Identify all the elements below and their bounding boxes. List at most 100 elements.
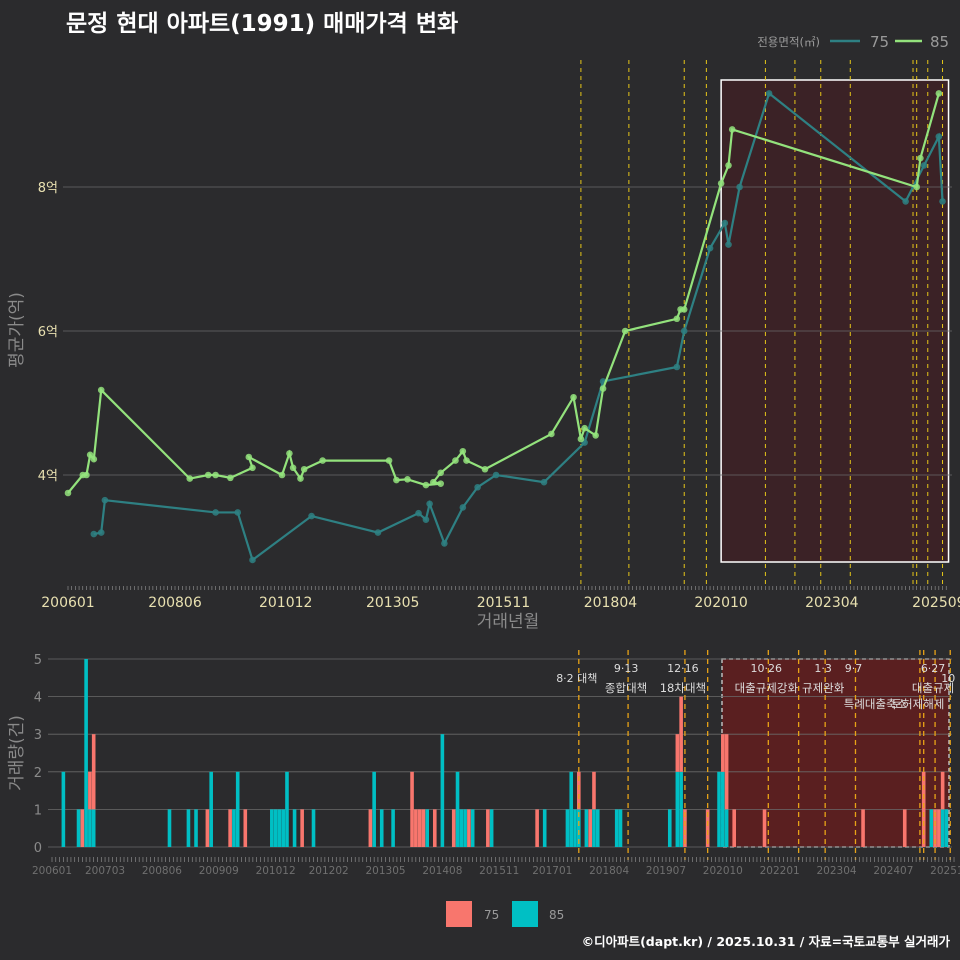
legend-label-75: 75 [870,33,889,51]
bar-75 [937,809,941,847]
data-point-85 [673,315,681,323]
bar-85 [944,809,949,847]
data-point-85 [97,386,105,394]
bar-75 [705,809,710,847]
legend-label-85: 85 [549,908,564,922]
data-point-75 [459,504,467,511]
policy-name: 규제완화 [802,681,845,695]
x-tick-label: 201012 [256,865,296,877]
bar-85 [88,809,92,847]
data-point-75 [920,162,928,169]
bar-75 [577,771,581,810]
data-point-75 [441,540,448,547]
data-point-85 [728,126,736,133]
data-point-85 [404,476,411,483]
x-tick-label: 200909 [199,865,239,877]
data-point-75 [474,483,481,491]
bar-85 [614,809,619,847]
bar-85 [84,659,88,847]
x-tick-label: 202304 [805,595,859,611]
y-tick-label: 2 [34,766,42,781]
legend-label-85: 85 [930,33,949,51]
data-point-85 [286,450,293,457]
bar-85 [929,809,934,847]
data-point-75 [721,219,729,227]
data-point-85 [725,162,732,169]
policy-name: 대출규제강화 [735,681,799,695]
data-point-75 [540,478,548,486]
data-point-75 [415,509,422,517]
bar-85 [565,809,570,847]
y-tick-label: 4 [34,691,42,706]
bar-75 [921,771,926,847]
bar-75 [683,809,687,847]
x-tick-label: 202010 [694,595,747,611]
y-axis-title: 거래량(건) [7,715,27,791]
data-point-85 [592,432,599,439]
data-point-75 [492,471,500,479]
data-point-85 [249,464,256,472]
y-tick-label: 8억 [38,181,58,196]
data-point-85 [227,474,234,482]
data-point-75 [935,133,943,140]
bar-75 [88,771,92,810]
policy-date: 1·3 [814,662,832,675]
bar-75 [467,809,471,847]
bar-85 [577,809,581,847]
bar-85 [209,771,213,847]
bar-75 [732,809,736,847]
data-point-75 [308,512,315,520]
policy-name: 종합대책 [605,681,647,695]
data-point-85 [599,385,607,392]
bar-85 [618,809,623,847]
data-point-75 [765,90,773,97]
data-point-75 [902,198,909,205]
bar-75 [675,734,680,772]
y-axis-title: 평균가(억) [7,292,27,368]
bar-85 [542,809,547,847]
data-point-75 [426,500,433,508]
y-tick-label: 3 [34,728,42,743]
data-point-85 [300,465,308,473]
data-point-85 [452,457,459,464]
chart-title: 문정 현대 아파트(1991) 매매가격 변화 [66,11,459,37]
policy-date: 10 [941,672,955,685]
bar-85 [61,771,66,847]
bar-75 [940,771,945,810]
bar-85 [277,809,282,847]
x-tick-label: 201012 [259,595,312,611]
data-point-85 [393,476,400,484]
bar-85 [372,771,376,847]
data-point-85 [680,306,688,313]
x-tick-label: 200703 [85,865,125,877]
bar-75 [410,771,414,847]
bar-85 [440,734,445,847]
bar-75 [762,809,767,847]
bar-75 [679,696,683,772]
x-tick-label: 200601 [41,595,94,611]
y-tick-label: 0 [34,841,42,856]
highlight-region [720,79,950,563]
bar-85 [273,809,278,847]
x-tick-label: 201804 [584,595,638,611]
data-point-85 [913,183,920,191]
bar-75 [300,809,304,847]
x-tick-label: 201804 [589,865,629,877]
data-point-85 [717,180,725,187]
policy-name: 대출규제 [912,681,954,695]
legend-swatch-75 [446,901,472,927]
bar-75 [368,809,373,847]
data-point-75 [725,241,732,248]
data-point-75 [680,327,688,335]
bar-85 [667,809,672,847]
bar-75 [421,809,426,847]
data-point-85 [64,489,72,497]
bar-85 [76,809,81,847]
data-point-85 [245,453,253,461]
bar-85 [724,809,729,847]
bar-75 [205,809,210,847]
data-point-75 [422,516,430,523]
bar-85 [470,809,475,847]
